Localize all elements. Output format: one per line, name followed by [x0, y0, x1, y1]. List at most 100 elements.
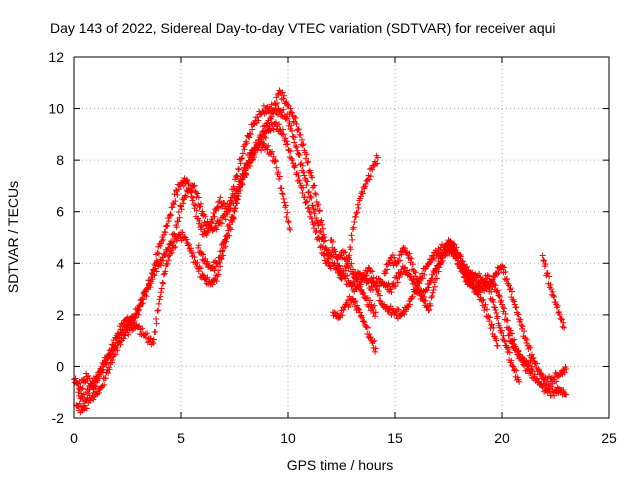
data-point [398, 251, 405, 258]
data-point [414, 276, 421, 283]
data-point [133, 310, 140, 317]
data-point [267, 149, 274, 156]
data-point [323, 260, 330, 267]
data-point [279, 190, 286, 197]
data-point [496, 292, 503, 299]
data-point [241, 146, 248, 153]
data-point [348, 232, 355, 239]
data-point [419, 292, 426, 299]
data-point [195, 215, 202, 222]
data-point [459, 257, 466, 264]
data-point [494, 271, 501, 278]
data-point [355, 205, 362, 212]
data-point [190, 200, 197, 207]
data-point [327, 265, 334, 272]
series-track-5 [325, 152, 381, 282]
data-point [360, 318, 367, 325]
data-point [558, 316, 565, 323]
data-point [202, 275, 209, 282]
data-point [401, 264, 408, 271]
data-point [241, 167, 248, 174]
data-point [517, 316, 524, 323]
data-point [389, 259, 396, 266]
data-point [428, 255, 435, 262]
data-point [185, 241, 192, 248]
data-point [408, 255, 415, 262]
data-point [395, 306, 402, 313]
data-point [171, 191, 178, 198]
data-point [367, 334, 374, 341]
data-point [160, 231, 167, 238]
y-tick-label: 4 [56, 255, 64, 271]
data-point [239, 150, 246, 157]
data-point [546, 373, 553, 380]
data-point [192, 189, 199, 196]
data-point [396, 274, 403, 281]
data-point [105, 370, 112, 377]
data-point [351, 281, 358, 288]
data-point [337, 265, 344, 272]
data-point [272, 101, 279, 108]
data-point [197, 203, 204, 210]
data-point [153, 268, 160, 275]
data-point [551, 392, 558, 399]
data-point [213, 226, 220, 233]
data-point [207, 280, 214, 287]
data-point [369, 268, 376, 275]
data-point [230, 207, 237, 214]
data-point [198, 250, 205, 257]
data-point [550, 292, 557, 299]
data-point [173, 224, 180, 231]
data-point [486, 318, 493, 325]
data-point [234, 196, 241, 203]
data-point [362, 181, 369, 188]
data-point [359, 190, 366, 197]
data-point [371, 337, 378, 344]
data-point [422, 297, 429, 304]
data-point [217, 253, 224, 260]
series-track-11 [447, 239, 570, 389]
data-point [288, 155, 295, 162]
data-point [344, 272, 351, 279]
data-point [280, 131, 287, 138]
data-point [94, 373, 101, 380]
data-point [288, 109, 295, 116]
data-point [377, 292, 384, 299]
data-point [535, 366, 542, 373]
data-point [292, 115, 299, 122]
data-point [489, 278, 496, 285]
data-point [109, 356, 116, 363]
data-point [182, 193, 189, 200]
data-point [544, 270, 551, 277]
data-point [164, 261, 171, 268]
data-point [303, 199, 310, 206]
data-point [120, 335, 127, 342]
data-point [438, 259, 445, 266]
data-point [139, 295, 146, 302]
data-point [299, 189, 306, 196]
data-point [508, 288, 515, 295]
data-point [374, 154, 381, 161]
data-point [215, 271, 222, 278]
data-point [204, 218, 211, 225]
data-point [431, 283, 438, 290]
data-point [117, 341, 124, 348]
data-point [72, 375, 79, 382]
data-point [304, 178, 311, 185]
data-point [299, 136, 306, 143]
data-point [287, 226, 294, 233]
axis-ticks: 0 5 10 15 20 25 -2 0 2 4 6 8 10 12 [48, 49, 617, 446]
data-point [179, 229, 186, 236]
data-point [272, 119, 279, 126]
data-point [315, 201, 322, 208]
data-point [162, 268, 169, 275]
data-point [222, 236, 229, 243]
data-point [340, 307, 347, 314]
data-point [282, 202, 289, 209]
data-point [79, 385, 86, 392]
data-point [150, 336, 157, 343]
data-point [211, 213, 218, 220]
data-point [250, 150, 257, 157]
data-point [146, 277, 153, 284]
data-point [191, 254, 198, 261]
